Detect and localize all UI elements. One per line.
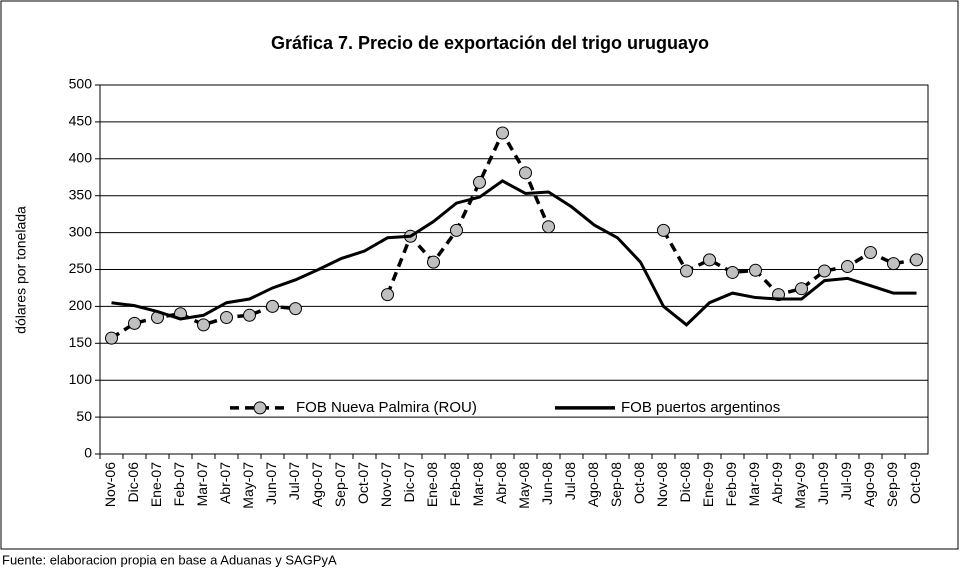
x-tick-label: Dic-06 <box>125 462 141 503</box>
data-point <box>749 263 762 277</box>
data-point <box>496 126 509 140</box>
x-tick-label: Jun-09 <box>815 462 831 505</box>
x-tick-label: Jul-07 <box>286 462 302 500</box>
data-point <box>519 166 532 180</box>
data-point <box>726 265 739 279</box>
y-tick-label: 100 <box>69 371 93 387</box>
data-point <box>887 257 900 271</box>
x-tick-label: Ene-07 <box>148 462 164 507</box>
x-tick-label: Nov-06 <box>102 462 118 507</box>
data-point <box>703 253 716 267</box>
x-tick-label: Ago-09 <box>861 462 877 507</box>
data-point <box>266 299 279 313</box>
data-point <box>450 223 463 237</box>
data-point <box>473 175 486 189</box>
y-tick-label: 500 <box>69 76 93 92</box>
data-point <box>197 318 210 332</box>
y-tick-label: 150 <box>69 334 93 350</box>
x-tick-label: May-07 <box>240 462 256 509</box>
data-point <box>910 253 923 267</box>
x-tick-label: May-09 <box>792 462 808 509</box>
x-tick-label: Mar-08 <box>470 462 486 507</box>
x-tick-label: Oct-08 <box>631 462 647 504</box>
data-point <box>381 288 394 302</box>
source-note: Fuente: elaboracion propia en base a Adu… <box>2 552 337 567</box>
chart-title: Gráfica 7. Precio de exportación del tri… <box>271 33 709 53</box>
y-tick-label: 350 <box>69 186 93 202</box>
x-tick-label: Abr-09 <box>769 462 785 504</box>
data-point <box>864 246 877 260</box>
x-tick-label: Jul-09 <box>838 462 854 500</box>
data-point <box>680 264 693 278</box>
data-point <box>841 260 854 274</box>
y-axis-label: dólares por tonelada <box>13 206 29 334</box>
legend-label: FOB puertos argentinos <box>621 399 780 416</box>
data-point <box>818 264 831 278</box>
y-tick-label: 400 <box>69 150 93 166</box>
y-tick-label: 450 <box>69 113 93 129</box>
x-tick-label: Abr-08 <box>493 462 509 504</box>
x-tick-label: Sep-09 <box>884 462 900 507</box>
y-tick-label: 250 <box>69 260 93 276</box>
x-tick-label: Mar-09 <box>746 462 762 507</box>
y-tick-label: 50 <box>76 408 92 424</box>
x-tick-label: Feb-08 <box>447 462 463 507</box>
data-point <box>657 223 670 237</box>
x-tick-label: May-08 <box>516 462 532 509</box>
x-tick-label: Ene-08 <box>424 462 440 507</box>
x-tick-label: Jul-08 <box>562 462 578 500</box>
legend-marker <box>253 401 267 415</box>
x-tick-label: Dic-08 <box>677 462 693 503</box>
x-tick-label: Nov-08 <box>654 462 670 507</box>
x-tick-label: Ago-07 <box>309 462 325 507</box>
data-point <box>795 282 808 296</box>
x-tick-label: Jun-08 <box>539 462 555 505</box>
x-tick-label: Dic-07 <box>401 462 417 503</box>
series-line <box>111 179 917 327</box>
data-point <box>542 220 555 234</box>
x-tick-label: Ago-08 <box>585 462 601 507</box>
data-point <box>427 255 440 269</box>
data-point <box>220 310 233 324</box>
x-tick-label: Feb-07 <box>171 462 187 507</box>
x-tick-label: Ene-09 <box>700 462 716 507</box>
x-tick-label: Abr-07 <box>217 462 233 504</box>
x-tick-label: Oct-09 <box>907 462 923 504</box>
x-tick-label: Oct-07 <box>355 462 371 504</box>
y-tick-label: 0 <box>84 445 92 461</box>
y-tick-label: 300 <box>69 223 93 239</box>
data-point <box>289 302 302 316</box>
x-tick-label: Sep-07 <box>332 462 348 507</box>
data-point <box>243 308 256 322</box>
chart-frame <box>0 0 959 550</box>
x-tick-label: Nov-07 <box>378 462 394 507</box>
data-point <box>105 331 118 345</box>
x-tick-label: Feb-09 <box>723 462 739 507</box>
legend-label: FOB Nueva Palmira (ROU) <box>296 399 477 416</box>
x-tick-label: Jun-07 <box>263 462 279 505</box>
x-tick-label: Mar-07 <box>194 462 210 507</box>
y-tick-label: 200 <box>69 297 93 313</box>
x-tick-label: Sep-08 <box>608 462 624 507</box>
data-point <box>128 316 141 330</box>
